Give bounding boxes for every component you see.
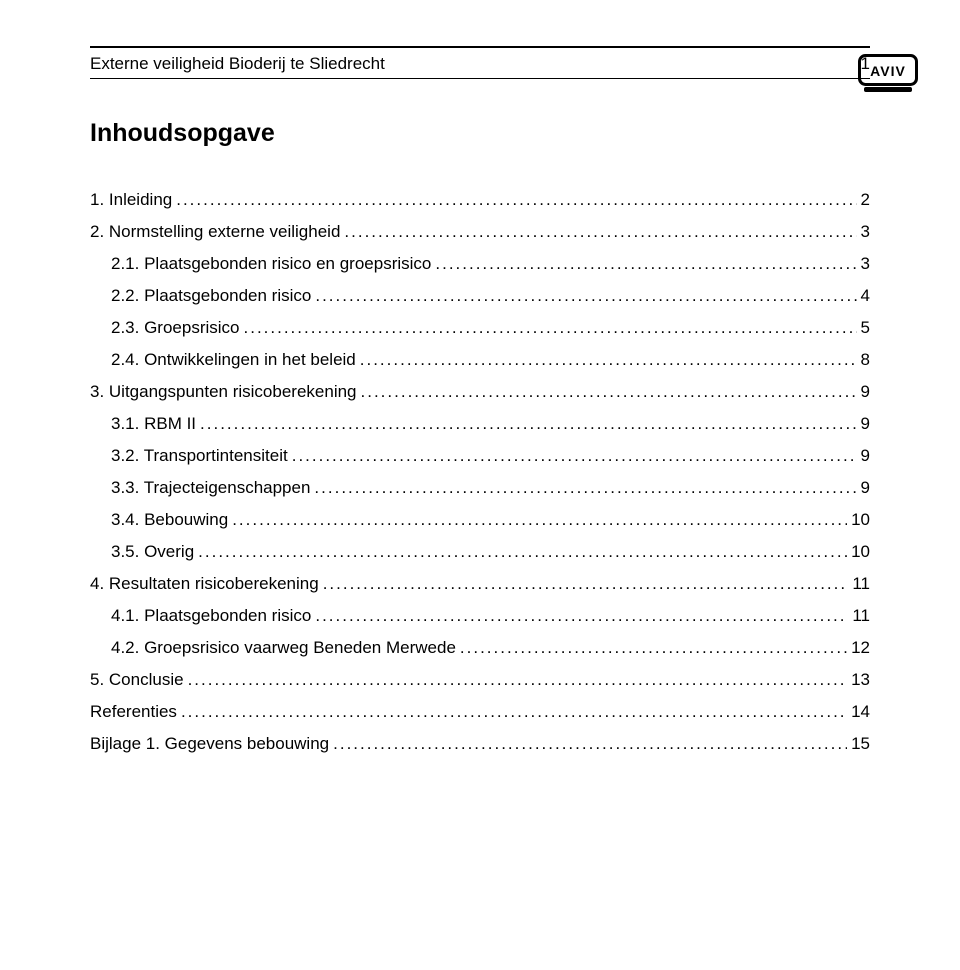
toc-entry: Bijlage 1. Gegevens bebouwing 15 — [90, 734, 870, 754]
toc-leader-dots — [435, 254, 856, 274]
toc-entry-page: 13 — [851, 670, 870, 690]
toc-entry-page: 3 — [861, 222, 870, 242]
toc-entry-page: 10 — [851, 542, 870, 562]
toc-entry-page: 2 — [861, 190, 870, 210]
toc-leader-dots — [323, 574, 849, 594]
toc-entry: Referenties 14 — [90, 702, 870, 722]
toc-entry-page: 9 — [861, 446, 870, 466]
toc-entry-label: 1. Inleiding — [90, 190, 172, 210]
toc-entry: 2.1. Plaatsgebonden risico en groepsrisi… — [90, 254, 870, 274]
toc-entry-page: 14 — [851, 702, 870, 722]
toc-entry-label: 3.4. Bebouwing — [111, 510, 228, 530]
toc-leader-dots — [188, 670, 848, 690]
toc-entry-label: 3.1. RBM II — [111, 414, 196, 434]
toc-entry-page: 8 — [861, 350, 870, 370]
toc-entry-page: 4 — [861, 286, 870, 306]
toc-entry-page: 11 — [852, 606, 870, 626]
toc-entry: 3.5. Overig 10 — [90, 542, 870, 562]
toc-entry: 4.1. Plaatsgebonden risico 11 — [90, 606, 870, 626]
toc-entry: 3.3. Trajecteigenschappen 9 — [90, 478, 870, 498]
page: AVIV Externe veiligheid Bioderij te Slie… — [0, 46, 960, 970]
logo-svg: AVIV — [858, 54, 918, 94]
toc-entry-label: 2.2. Plaatsgebonden risico — [111, 286, 311, 306]
svg-text:AVIV: AVIV — [870, 63, 906, 79]
toc-leader-dots — [344, 222, 856, 242]
brand-logo: AVIV — [858, 54, 918, 99]
toc-entry-label: 3. Uitgangspunten risicoberekening — [90, 382, 357, 402]
toc-leader-dots — [200, 414, 857, 434]
toc-entry-label: 3.3. Trajecteigenschappen — [111, 478, 310, 498]
toc-entry-page: 3 — [861, 254, 870, 274]
toc-entry-label: 5. Conclusie — [90, 670, 184, 690]
toc-entry: 4. Resultaten risicoberekening 11 — [90, 574, 870, 594]
toc-leader-dots — [361, 382, 857, 402]
toc-entry-page: 11 — [852, 574, 870, 594]
toc-entry: 2. Normstelling externe veiligheid 3 — [90, 222, 870, 242]
toc-leader-dots — [292, 446, 857, 466]
toc-entry: 3.4. Bebouwing 10 — [90, 510, 870, 530]
toc-leader-dots — [314, 478, 856, 498]
toc-leader-dots — [198, 542, 847, 562]
toc-entry: 2.2. Plaatsgebonden risico 4 — [90, 286, 870, 306]
toc-leader-dots — [181, 702, 847, 722]
toc-entry-page: 9 — [861, 478, 870, 498]
toc-entry: 3.2. Transportintensiteit 9 — [90, 446, 870, 466]
toc-entry-label: 4.1. Plaatsgebonden risico — [111, 606, 311, 626]
toc-leader-dots — [315, 286, 856, 306]
toc-entry-page: 15 — [851, 734, 870, 754]
header-rule-bottom — [90, 78, 870, 79]
toc-entry-label: 2.3. Groepsrisico — [111, 318, 240, 338]
toc-leader-dots — [232, 510, 847, 530]
toc-entry: 5. Conclusie 13 — [90, 670, 870, 690]
toc-leader-dots — [315, 606, 848, 626]
toc-entry-page: 10 — [851, 510, 870, 530]
toc-leader-dots — [176, 190, 856, 210]
header-title: Externe veiligheid Bioderij te Sliedrech… — [90, 54, 385, 74]
toc-entry-label: 4.2. Groepsrisico vaarweg Beneden Merwed… — [111, 638, 456, 658]
toc-leader-dots — [460, 638, 847, 658]
table-of-contents: 1. Inleiding 2 2. Normstelling externe vei… — [90, 190, 870, 754]
toc-entry-label: 4. Resultaten risicoberekening — [90, 574, 319, 594]
toc-entry-page: 5 — [861, 318, 870, 338]
toc-entry: 3. Uitgangspunten risicoberekening 9 — [90, 382, 870, 402]
toc-entry-label: 3.2. Transportintensiteit — [111, 446, 288, 466]
toc-entry-label: 2. Normstelling externe veiligheid — [90, 222, 340, 242]
toc-entry: 1. Inleiding 2 — [90, 190, 870, 210]
running-header: Externe veiligheid Bioderij te Sliedrech… — [90, 48, 870, 78]
toc-entry: 4.2. Groepsrisico vaarweg Beneden Merwed… — [90, 638, 870, 658]
toc-heading: Inhoudsopgave — [90, 119, 870, 148]
toc-entry-page: 9 — [861, 414, 870, 434]
toc-entry-label: 2.4. Ontwikkelingen in het beleid — [111, 350, 356, 370]
toc-entry-label: Referenties — [90, 702, 177, 722]
toc-entry-label: 2.1. Plaatsgebonden risico en groepsrisi… — [111, 254, 431, 274]
toc-entry-label: Bijlage 1. Gegevens bebouwing — [90, 734, 329, 754]
toc-entry: 2.4. Ontwikkelingen in het beleid 8 — [90, 350, 870, 370]
toc-entry: 3.1. RBM II 9 — [90, 414, 870, 434]
toc-leader-dots — [244, 318, 857, 338]
toc-entry-page: 9 — [861, 382, 870, 402]
toc-entry: 2.3. Groepsrisico 5 — [90, 318, 870, 338]
toc-leader-dots — [333, 734, 847, 754]
toc-leader-dots — [360, 350, 857, 370]
toc-entry-label: 3.5. Overig — [111, 542, 194, 562]
toc-entry-page: 12 — [851, 638, 870, 658]
